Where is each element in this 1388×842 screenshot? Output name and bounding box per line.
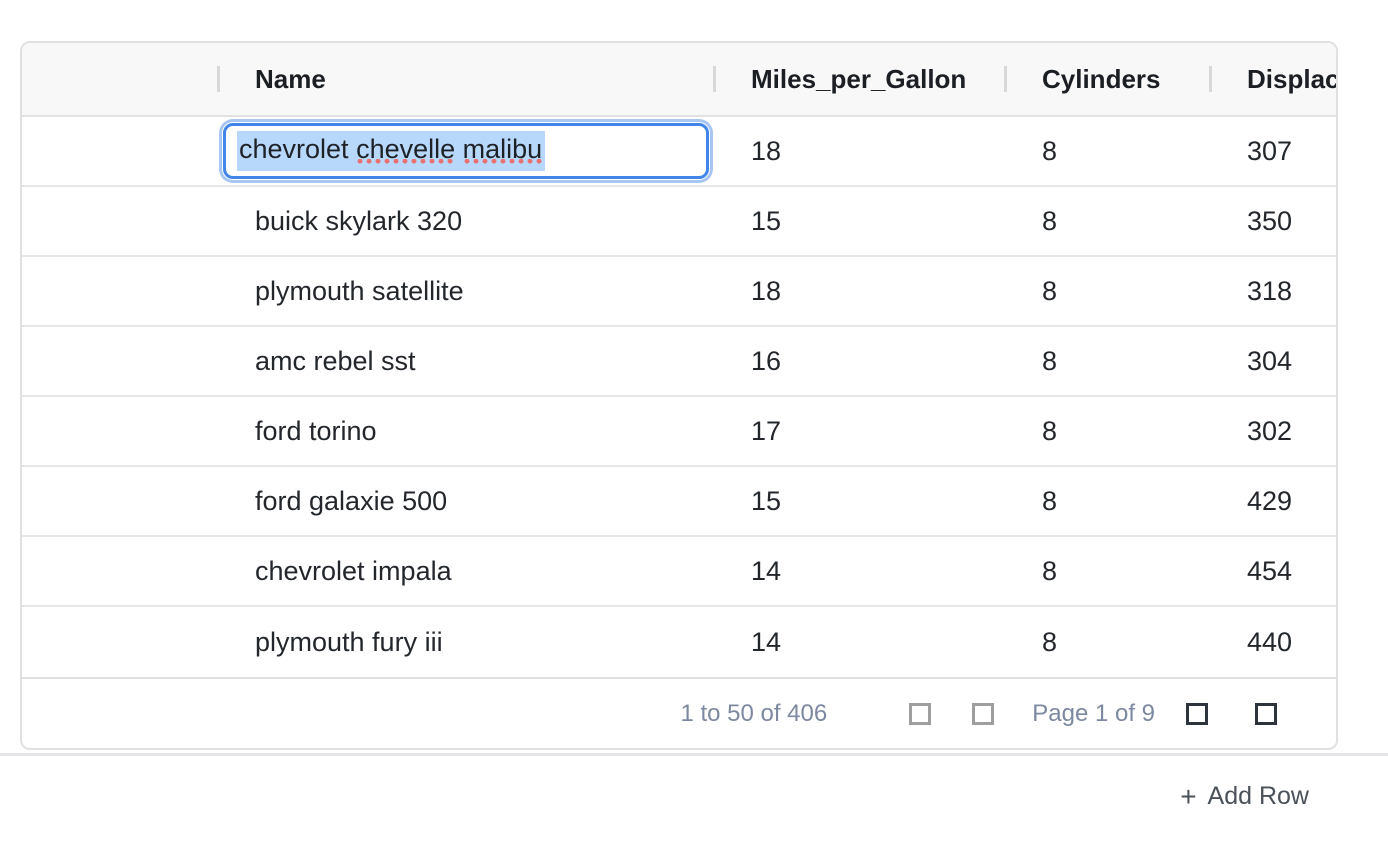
next-page-button[interactable] [1186, 702, 1208, 725]
mpg-cell[interactable]: 14 [751, 626, 782, 657]
column-resize-handle[interactable] [713, 66, 716, 92]
header-label: Displacement [1247, 63, 1336, 94]
table-row: ford galaxie 500 15 8 429 [22, 467, 1336, 537]
table-row: chevrolet impala 14 8 454 [22, 537, 1336, 607]
cylinders-cell[interactable]: 8 [1042, 275, 1058, 306]
header-cell-name[interactable]: Name [217, 43, 713, 115]
name-cell[interactable]: amc rebel sst [255, 345, 416, 376]
section-divider [0, 753, 1388, 756]
displacement-cell[interactable]: 440 [1247, 626, 1293, 657]
selected-text: chevrolet chevelle malibu [237, 131, 546, 171]
header-label: Miles_per_Gallon [751, 63, 967, 94]
displacement-cell[interactable]: 302 [1247, 415, 1293, 446]
mpg-cell[interactable]: 15 [751, 485, 782, 516]
add-row-label: Add Row [1207, 782, 1309, 810]
displacement-cell[interactable]: 350 [1247, 205, 1293, 236]
next-page-icon [1186, 702, 1208, 725]
name-cell[interactable]: plymouth fury iii [255, 626, 443, 657]
column-resize-handle[interactable] [1004, 66, 1007, 92]
header-cell-displacement[interactable]: Displacement [1209, 43, 1336, 115]
mpg-cell[interactable]: 18 [751, 275, 782, 306]
table-row: chevrolet chevelle malibu 18 8 307 [22, 117, 1336, 187]
displacement-cell[interactable]: 318 [1247, 275, 1293, 306]
column-resize-handle[interactable] [217, 66, 220, 92]
row-handle-cell[interactable] [22, 537, 217, 605]
grid-viewport: Name Miles_per_Gallon Cylinders Displace… [22, 43, 1336, 677]
first-page-icon [909, 702, 932, 725]
mpg-cell[interactable]: 18 [751, 135, 782, 166]
row-handle-cell[interactable] [22, 467, 217, 535]
last-page-button[interactable] [1255, 702, 1277, 725]
table-row: plymouth fury iii 14 8 440 [22, 607, 1336, 677]
row-handle-cell[interactable] [22, 397, 217, 465]
data-grid: Name Miles_per_Gallon Cylinders Displace… [20, 41, 1338, 750]
displacement-cell[interactable]: 454 [1247, 555, 1293, 586]
displacement-cell[interactable]: 429 [1247, 485, 1293, 516]
cylinders-cell[interactable]: 8 [1042, 345, 1058, 376]
table-row: ford torino 17 8 302 [22, 397, 1336, 467]
header-label: Name [255, 63, 326, 94]
header-cell-miles-per-gallon[interactable]: Miles_per_Gallon [713, 43, 1004, 115]
row-handle-cell[interactable] [22, 117, 217, 185]
mpg-cell[interactable]: 15 [751, 205, 782, 236]
previous-page-icon [972, 702, 995, 725]
table-row: plymouth satellite 18 8 318 [22, 257, 1336, 327]
row-range-summary: 1 to 50 of 406 [680, 699, 828, 727]
row-handle-cell[interactable] [22, 257, 217, 325]
previous-page-button[interactable] [972, 702, 995, 725]
pagination-bar: 1 to 50 of 406 Page 1 of 9 [22, 677, 1336, 748]
page-status: Page 1 of 9 [1032, 699, 1155, 727]
table-row: buick skylark 320 15 8 350 [22, 187, 1336, 257]
row-handle-cell[interactable] [22, 607, 217, 677]
cylinders-cell[interactable]: 8 [1042, 205, 1058, 236]
cylinders-cell[interactable]: 8 [1042, 555, 1058, 586]
misspelled-word: malibu [462, 134, 543, 166]
table-row: amc rebel sst 16 8 304 [22, 327, 1336, 397]
header-cell-row-handle [22, 43, 217, 115]
plus-icon: + [1180, 780, 1197, 812]
name-cell[interactable]: plymouth satellite [255, 275, 464, 306]
name-cell[interactable]: ford galaxie 500 [255, 485, 448, 516]
misspelled-word: chevelle [356, 134, 456, 166]
cylinders-cell[interactable]: 8 [1042, 135, 1058, 166]
cylinders-cell[interactable]: 8 [1042, 485, 1058, 516]
cylinders-cell[interactable]: 8 [1042, 415, 1058, 446]
cylinders-cell[interactable]: 8 [1042, 626, 1058, 657]
mpg-cell[interactable]: 17 [751, 415, 782, 446]
mpg-cell[interactable]: 16 [751, 345, 782, 376]
mpg-cell[interactable]: 14 [751, 555, 782, 586]
header-cell-cylinders[interactable]: Cylinders [1004, 43, 1209, 115]
row-handle-cell[interactable] [22, 187, 217, 255]
cell-editor-input[interactable]: chevrolet chevelle malibu [223, 123, 709, 179]
name-cell-editing: chevrolet chevelle malibu [217, 117, 713, 185]
last-page-icon [1255, 702, 1277, 725]
column-resize-handle[interactable] [1209, 66, 1212, 92]
displacement-cell[interactable]: 304 [1247, 345, 1293, 376]
name-cell[interactable]: ford torino [255, 415, 377, 446]
grid-header-row: Name Miles_per_Gallon Cylinders Displace… [22, 43, 1336, 117]
name-cell[interactable]: buick skylark 320 [255, 205, 463, 236]
header-label: Cylinders [1042, 63, 1161, 94]
add-row-button[interactable]: + Add Row [1180, 782, 1309, 811]
displacement-cell[interactable]: 307 [1247, 135, 1293, 166]
first-page-button[interactable] [909, 702, 932, 725]
name-cell[interactable]: chevrolet impala [255, 555, 452, 586]
row-handle-cell[interactable] [22, 327, 217, 395]
